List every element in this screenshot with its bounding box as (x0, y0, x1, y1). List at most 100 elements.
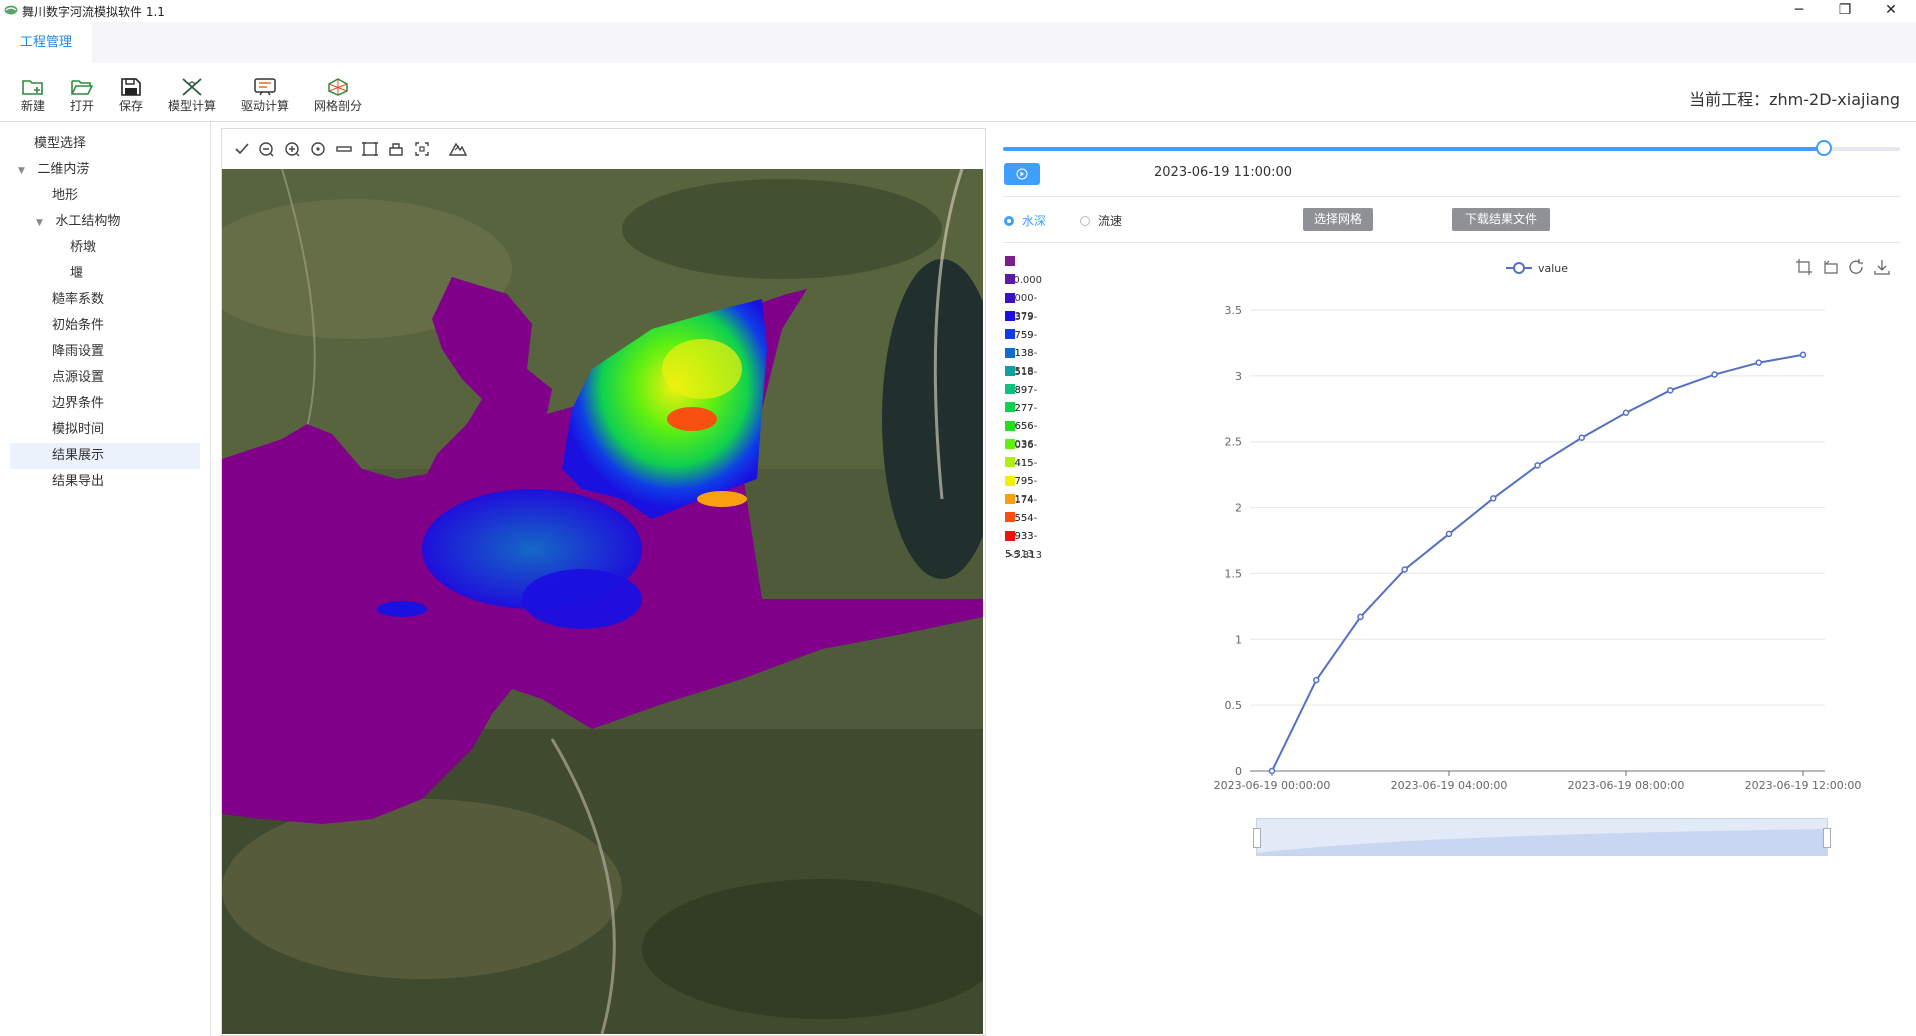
zoom-reset-icon[interactable] (1821, 258, 1839, 276)
tree-item-result-display[interactable]: 结果展示 (10, 443, 200, 469)
time-slider-handle[interactable] (1816, 140, 1832, 156)
refresh-icon[interactable] (1847, 258, 1865, 276)
radio-dot (1080, 216, 1090, 226)
legend-label: 4.554-4.933 (1005, 512, 1038, 542)
legend-swatch (1005, 292, 1015, 303)
mountain-icon[interactable] (447, 138, 469, 160)
radio-water-depth[interactable]: 水深 (1004, 212, 1046, 229)
legend-swatch (1005, 256, 1015, 266)
tree-item-label: 边界条件 (52, 396, 105, 411)
tree-item-label: 堰 (70, 266, 84, 281)
legend-label: 2.277-2.656 (1005, 403, 1038, 433)
tree-item-roughness[interactable]: 糙率系数 (0, 287, 210, 313)
radio-label: 水深 (1022, 214, 1047, 228)
data-point[interactable] (1799, 351, 1807, 359)
open-folder-icon (71, 80, 93, 95)
app-logo-icon (4, 5, 18, 15)
tree-item-sim-time[interactable]: 模拟时间 (0, 417, 210, 443)
legend-item: 0.759-1.138 (1005, 309, 1037, 359)
tree-item-hydraulic-structures[interactable]: ▼ 水工结构物 (0, 209, 210, 235)
y-tick-label: 3.5 (1225, 304, 1243, 317)
tree-item-label: 地形 (52, 188, 79, 203)
toolbar (0, 63, 1916, 122)
tree-item-weir[interactable]: 堰 (0, 261, 210, 287)
zoom-in-icon[interactable] (281, 138, 303, 160)
fit-extent-icon[interactable] (359, 138, 381, 160)
data-point[interactable] (1711, 371, 1718, 378)
tree-item-label: 点源设置 (52, 370, 105, 385)
save-icon (121, 78, 141, 96)
select-box-icon[interactable] (411, 138, 433, 160)
legend-item: 3.036-3.415 (1005, 419, 1037, 469)
data-zoom-left-handle[interactable] (1253, 828, 1261, 848)
divider (1003, 242, 1900, 243)
drive-calc-button[interactable]: 驱动计算 (235, 74, 295, 120)
select-mesh-button[interactable]: 选择网格 (1303, 208, 1373, 231)
open-button[interactable]: 打开 (52, 74, 112, 120)
flood-map-view[interactable] (222, 169, 983, 1034)
mesh-button[interactable]: 网格剖分 (308, 74, 368, 120)
radio-velocity[interactable]: 流速 (1080, 212, 1122, 229)
data-point[interactable] (1667, 387, 1674, 394)
tree-item-result-export[interactable]: 结果导出 (0, 469, 210, 495)
measure-line-icon[interactable] (333, 138, 355, 160)
data-point[interactable] (1401, 566, 1408, 573)
data-zoom-slider[interactable] (1256, 818, 1828, 856)
data-point[interactable] (1755, 359, 1762, 366)
minimize-button[interactable]: ─ (1794, 2, 1804, 18)
legend-label: 0.759-1.138 (1005, 329, 1038, 359)
check-icon[interactable] (231, 138, 253, 160)
download-results-button[interactable]: 下载结果文件 (1452, 208, 1550, 231)
time-slider-fill (1003, 147, 1825, 151)
zoom-out-icon[interactable] (255, 138, 277, 160)
save-button[interactable]: 保存 (101, 74, 161, 120)
tree-item-rainfall[interactable]: 降雨设置 (0, 339, 210, 365)
data-point[interactable] (1445, 530, 1453, 538)
locate-icon[interactable] (307, 138, 329, 160)
play-button[interactable] (1004, 163, 1040, 185)
caret-down-icon[interactable]: ▼ (18, 166, 25, 176)
tree-item-2d-flood[interactable]: ▼ 二维内涝 (0, 157, 210, 183)
tree-item-label: 模拟时间 (52, 422, 105, 437)
caret-down-icon[interactable]: ▼ (36, 218, 43, 228)
model-calc-button[interactable]: 模型计算 (162, 74, 222, 120)
radio-label: 流速 (1098, 214, 1123, 228)
tree-item-bridge-pier[interactable]: 桥墩 (0, 235, 210, 261)
play-icon (1016, 168, 1028, 180)
data-point[interactable] (1357, 613, 1364, 621)
legend-item: 4.554-4.933 (1005, 492, 1037, 542)
tree-item-label: 二维内涝 (37, 162, 90, 177)
legend-swatch (1005, 457, 1015, 468)
data-zoom-right-handle[interactable] (1823, 828, 1831, 848)
data-point[interactable] (1578, 434, 1585, 442)
chart-legend-label: value (1538, 262, 1568, 275)
tree-item-point-source[interactable]: 点源设置 (0, 365, 210, 391)
tree-item-terrain[interactable]: 地形 (0, 183, 210, 209)
layer-icon[interactable] (385, 138, 407, 160)
data-point[interactable] (1313, 676, 1320, 684)
data-point[interactable] (1622, 409, 1630, 416)
tree-item-boundary[interactable]: 边界条件 (0, 391, 210, 417)
legend-label: <0.000 (1005, 275, 1043, 286)
tree-item-initial-conditions[interactable]: 初始条件 (0, 313, 210, 339)
data-point[interactable] (1490, 495, 1497, 502)
legend-swatch (1005, 329, 1015, 340)
tab-project-management[interactable]: 工程管理 (0, 22, 92, 63)
maximize-button[interactable]: ❐ (1838, 2, 1852, 18)
tree-item-label: 结果展示 (52, 448, 105, 463)
new-button[interactable]: 新建 (3, 74, 63, 120)
depth-time-chart: 0 0.5 1 1.5 2 2.5 3 3.5 2023-06-19 00:00:00 2023-… (1214, 262, 1861, 792)
legend-marker[interactable] (1513, 262, 1525, 274)
data-point[interactable] (1268, 767, 1276, 775)
legend-label: 2.656-3.036 (1005, 421, 1038, 451)
close-button[interactable]: ✕ (1885, 2, 1897, 18)
new-label: 新建 (20, 99, 45, 113)
data-point[interactable] (1534, 462, 1541, 469)
zoom-select-icon[interactable] (1795, 258, 1813, 276)
window-title: 舞川数字河流模拟软件 1.1 (22, 5, 165, 19)
tree-item-model-select[interactable]: 模型选择 (0, 131, 210, 157)
tree-item-label: 水工结构物 (55, 214, 121, 229)
mesh-icon (328, 78, 348, 96)
legend-item: 0.000-0.379 (1005, 272, 1037, 322)
download-image-icon[interactable] (1873, 258, 1891, 276)
